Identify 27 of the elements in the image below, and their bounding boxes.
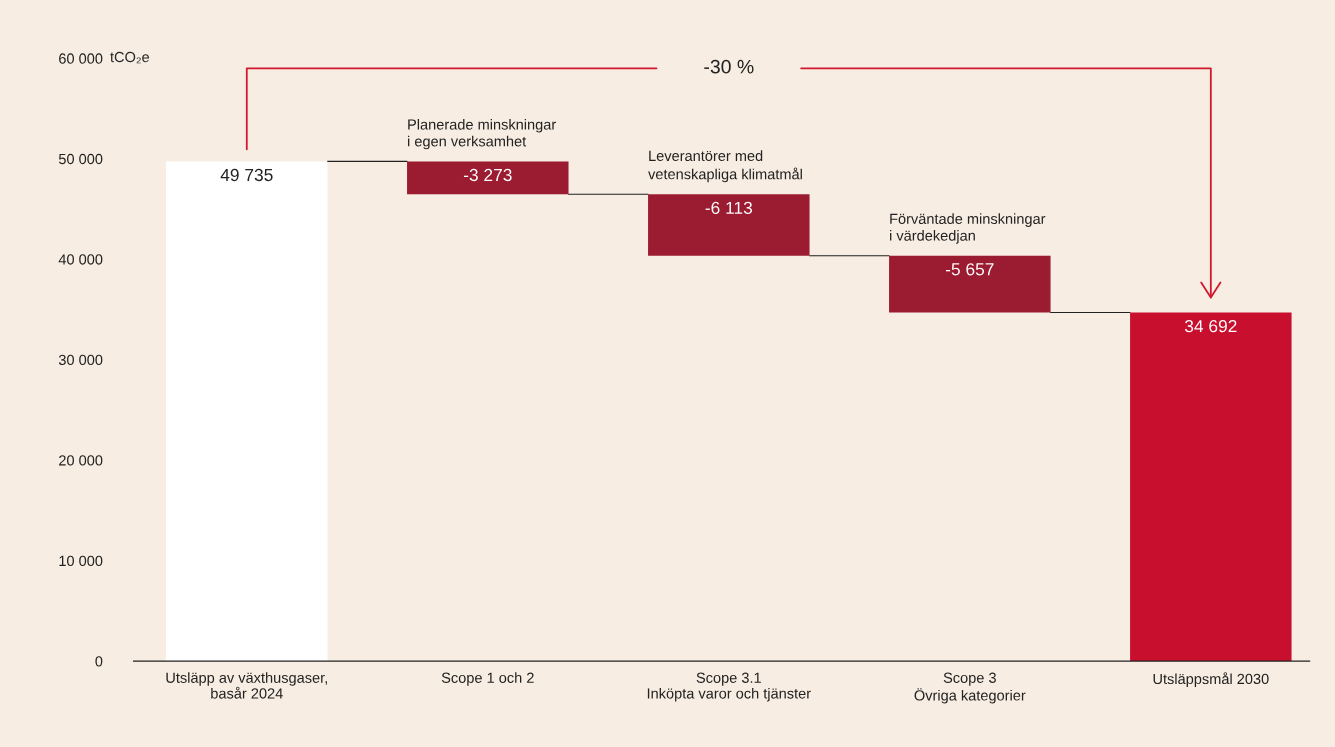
data-label: 34 692: [1184, 319, 1237, 333]
x-tick-label: Scope 1 och 2: [441, 672, 534, 686]
y-tick-label: 0: [95, 656, 103, 667]
bar: [166, 161, 328, 662]
y-axis-title: tCO₂e: [110, 51, 150, 64]
data-label: -3 273: [463, 168, 512, 182]
y-tick-label: 50 000: [58, 153, 103, 165]
bar: [648, 194, 810, 256]
y-tick-label: 30 000: [58, 354, 103, 366]
annotation: Förväntade minskningar i värdekedjan: [890, 213, 1046, 244]
x-tick-label: Scope 3 Övriga kategorier: [914, 672, 1026, 704]
y-tick-label: 20 000: [59, 455, 103, 466]
annotation: Leverantörer med vetenskapliga klimatmål: [648, 150, 802, 183]
bar: [407, 161, 569, 195]
data-label: -5 657: [945, 263, 994, 276]
data-label: 49 735: [220, 168, 273, 182]
bar: [1130, 312, 1292, 662]
x-tick-label: Utsläpp av växthusgaser, basår 2024: [166, 672, 327, 699]
x-tick-label: Scope 3.1 Inköpta varor och tjänster: [647, 672, 811, 702]
annotation: Planerade minskningar i egen verksamhet: [408, 118, 556, 150]
y-tick-label: 10 000: [59, 555, 103, 567]
y-tick-label: 60 000: [59, 53, 103, 64]
x-tick-label: Utsläppsmål 2030: [1153, 672, 1269, 687]
data-label: -6 113: [705, 201, 753, 215]
bar: [889, 255, 1051, 313]
y-tick-label: 40 000: [58, 254, 103, 265]
annotation: -30 %: [704, 59, 754, 74]
